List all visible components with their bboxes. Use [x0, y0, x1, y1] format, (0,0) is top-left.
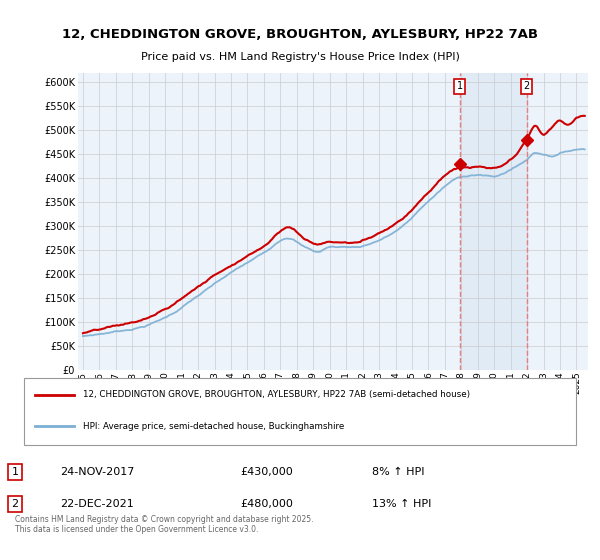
Text: Contains HM Land Registry data © Crown copyright and database right 2025.
This d: Contains HM Land Registry data © Crown c…: [15, 515, 314, 534]
Text: 12, CHEDDINGTON GROVE, BROUGHTON, AYLESBURY, HP22 7AB: 12, CHEDDINGTON GROVE, BROUGHTON, AYLESB…: [62, 28, 538, 41]
Text: 2: 2: [524, 81, 530, 91]
Bar: [460, 73, 527, 370]
Text: 24-NOV-2017: 24-NOV-2017: [60, 467, 134, 477]
Text: £430,000: £430,000: [240, 467, 293, 477]
FancyBboxPatch shape: [23, 378, 577, 445]
Text: 8% ↑ HPI: 8% ↑ HPI: [372, 467, 425, 477]
Text: 1: 1: [457, 81, 463, 91]
Text: 2: 2: [11, 499, 19, 509]
Text: 22-DEC-2021: 22-DEC-2021: [60, 499, 134, 509]
Text: 12, CHEDDINGTON GROVE, BROUGHTON, AYLESBURY, HP22 7AB (semi-detached house): 12, CHEDDINGTON GROVE, BROUGHTON, AYLESB…: [83, 390, 470, 399]
Text: 1: 1: [11, 467, 19, 477]
Text: Price paid vs. HM Land Registry's House Price Index (HPI): Price paid vs. HM Land Registry's House …: [140, 52, 460, 62]
Text: 13% ↑ HPI: 13% ↑ HPI: [372, 499, 431, 509]
Text: £480,000: £480,000: [240, 499, 293, 509]
Text: HPI: Average price, semi-detached house, Buckinghamshire: HPI: Average price, semi-detached house,…: [83, 422, 344, 431]
